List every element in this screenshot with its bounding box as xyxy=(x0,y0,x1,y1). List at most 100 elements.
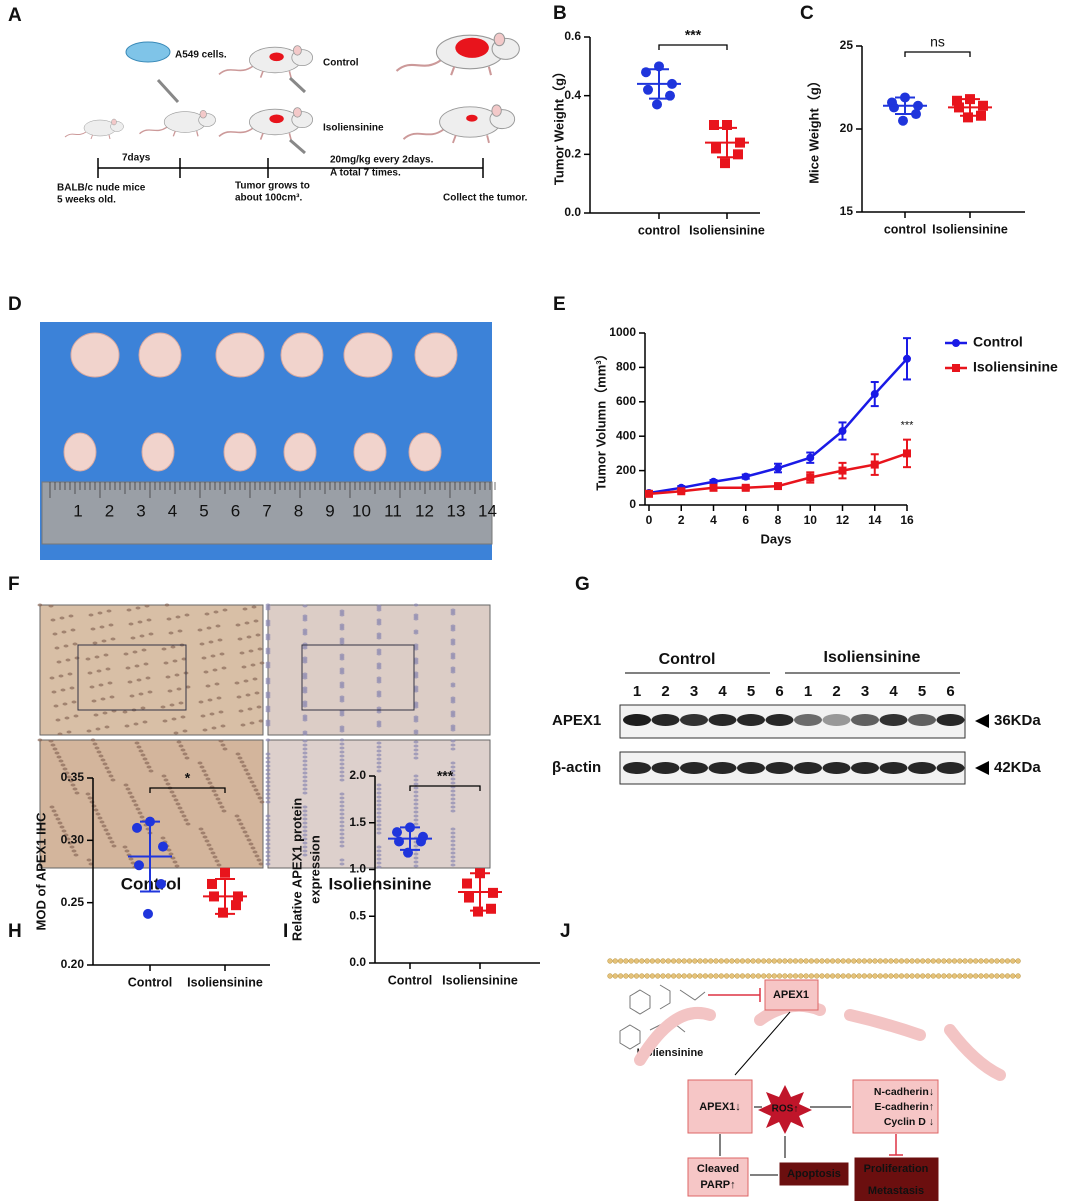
lipid-head xyxy=(898,958,905,964)
lipid-head xyxy=(882,973,889,979)
cell-nucleus xyxy=(238,822,244,826)
cell-nucleus xyxy=(123,783,129,787)
lipid-head xyxy=(787,973,793,979)
lipid-head xyxy=(755,973,762,979)
cell-nucleus xyxy=(240,723,246,727)
cell-nucleus xyxy=(211,789,217,793)
cell-nucleus xyxy=(107,681,113,685)
panel-letter: I xyxy=(283,921,288,942)
cell-nucleus xyxy=(62,767,68,771)
lipid-head xyxy=(819,958,825,964)
cell-nucleus xyxy=(376,799,382,803)
cell-nucleus xyxy=(49,676,55,680)
cell-nucleus xyxy=(215,624,221,628)
ihc-control xyxy=(39,604,264,736)
x-tick-label: 6 xyxy=(742,513,749,527)
cell-nucleus xyxy=(218,739,224,743)
point xyxy=(911,109,921,120)
cell-nucleus xyxy=(147,690,153,694)
lipid-head xyxy=(787,958,793,964)
cell-nucleus xyxy=(216,696,222,700)
cell-nucleus xyxy=(60,763,66,767)
cell-nucleus xyxy=(96,750,102,754)
lipid-head xyxy=(829,958,836,964)
cell-nucleus xyxy=(200,831,206,835)
cell-nucleus xyxy=(240,826,246,830)
lipid-head xyxy=(1010,973,1016,979)
cell-nucleus xyxy=(376,724,382,728)
cell-nucleus xyxy=(413,631,419,635)
lipid-head xyxy=(904,973,910,979)
y-axis-label: expression xyxy=(307,835,322,904)
cell-nucleus xyxy=(172,860,178,864)
cell-nucleus xyxy=(105,832,111,836)
label: Isoliensinine xyxy=(329,874,432,893)
cell-nucleus xyxy=(265,842,271,846)
significance: *** xyxy=(901,420,915,432)
cell-nucleus xyxy=(133,803,139,807)
cell-nucleus xyxy=(182,752,188,756)
cell-nucleus xyxy=(69,845,75,849)
cell-nucleus xyxy=(413,782,419,786)
label: Isoliensinine xyxy=(323,123,384,134)
nucleus-arc xyxy=(944,1024,1006,1081)
cell-nucleus xyxy=(413,774,419,778)
point xyxy=(806,473,815,482)
cell-nucleus xyxy=(213,793,219,797)
cell-nucleus xyxy=(101,639,107,643)
lipid-head xyxy=(761,958,767,964)
petri-dish xyxy=(125,41,171,63)
cell-nucleus xyxy=(250,663,256,667)
x-tick-label: Isoliensinine xyxy=(442,973,518,987)
cell-nucleus xyxy=(413,798,419,802)
cell-nucleus xyxy=(74,791,80,795)
point xyxy=(677,487,686,496)
point xyxy=(870,460,879,469)
y-tick-label: 0 xyxy=(629,497,636,511)
cell-nucleus xyxy=(166,848,172,852)
cell-nucleus xyxy=(450,843,456,847)
tumor-photo xyxy=(283,432,317,472)
lipid-head xyxy=(983,973,989,979)
cell-nucleus xyxy=(204,839,210,843)
cell-nucleus xyxy=(91,699,97,703)
cell-nucleus xyxy=(184,613,190,617)
cell-nucleus xyxy=(249,780,255,784)
cell-nucleus xyxy=(339,800,345,804)
tumor-photo xyxy=(70,332,120,378)
cell-nucleus xyxy=(127,791,133,795)
y-axis-label: Tumor Weight（g） xyxy=(551,65,566,185)
lipid-head xyxy=(808,958,815,964)
cell-nucleus xyxy=(93,808,99,812)
panel-letter: C xyxy=(800,3,814,24)
lipid-head xyxy=(771,973,777,979)
cell-nucleus xyxy=(257,647,263,651)
lipid-head xyxy=(856,973,862,979)
cell-nucleus xyxy=(52,632,58,636)
cell-nucleus xyxy=(68,779,74,783)
cell-nucleus xyxy=(56,755,62,759)
tumor-photo xyxy=(414,332,458,378)
cell-nucleus xyxy=(302,853,308,857)
cell-nucleus xyxy=(72,787,78,791)
ros-burst xyxy=(758,1085,812,1134)
cell-nucleus xyxy=(413,661,419,665)
lipid-head xyxy=(840,973,846,979)
lipid-head xyxy=(999,973,1005,979)
cell-nucleus xyxy=(339,774,345,778)
lipid-head xyxy=(782,958,788,964)
significance: *** xyxy=(437,768,454,784)
cell-nucleus xyxy=(139,634,145,638)
band xyxy=(623,762,651,774)
cell-nucleus xyxy=(106,770,112,774)
cell-nucleus xyxy=(302,618,308,622)
cell-nucleus xyxy=(219,652,225,656)
cell-nucleus xyxy=(62,702,68,706)
cell-nucleus xyxy=(302,825,308,829)
cell-nucleus xyxy=(413,719,419,723)
y-axis-label: Mice Weight（g） xyxy=(806,74,821,184)
significance: * xyxy=(185,770,191,786)
cell-nucleus xyxy=(413,860,419,864)
point xyxy=(903,449,911,458)
point xyxy=(486,903,496,914)
